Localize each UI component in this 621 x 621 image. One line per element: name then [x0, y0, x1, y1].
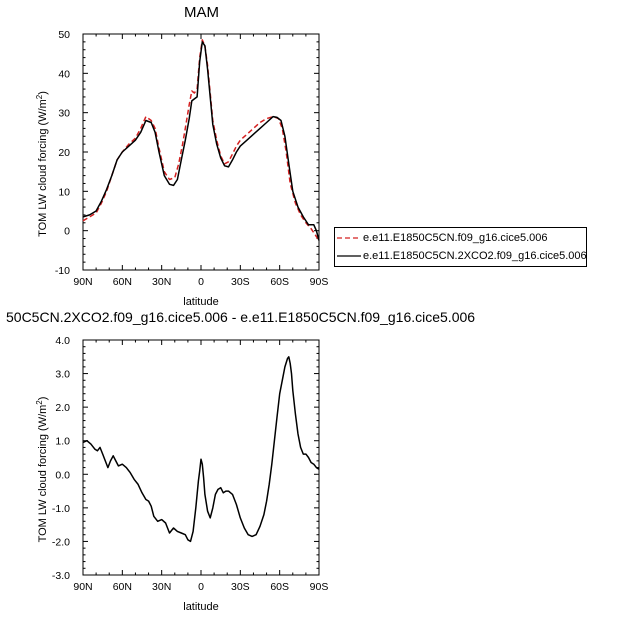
y-tick-label: 3.0: [55, 369, 70, 381]
y-tick-label: -10: [55, 265, 70, 277]
x-tick-label: 90S: [310, 581, 329, 593]
y-axis-label: TOM LW cloud forcing (W/m2): [35, 397, 49, 543]
x-tick-label: 60S: [270, 581, 289, 593]
x-tick-label: 0: [198, 276, 204, 288]
y-tick-label: 20: [58, 147, 70, 159]
legend-entry-2xco2: e.e11.E1850C5CN.2XCO2.f09_g16.cice5.006: [335, 248, 587, 264]
x-tick-label: 30N: [152, 276, 171, 288]
y-tick-label: 0: [64, 226, 70, 238]
x-tick-label: 90N: [73, 581, 92, 593]
legend: e.e11.E1850C5CN.f09_g16.cice5.006 e.e11.…: [334, 227, 587, 267]
y-tick-label: 2.0: [55, 402, 70, 414]
chart-title: MAM: [184, 4, 219, 21]
x-axis-label: latitude: [183, 296, 218, 308]
series-line-0-1: [82, 41, 320, 241]
x-tick-label: 90N: [73, 276, 92, 288]
y-tick-label: 0.0: [55, 469, 70, 481]
legend-label-control: e.e11.E1850C5CN.f09_g16.cice5.006: [363, 232, 548, 244]
series-line-1-0: [82, 356, 320, 543]
y-tick-label: -3.0: [52, 570, 70, 582]
x-tick-label: 30S: [231, 581, 250, 593]
x-tick-label: 60N: [113, 276, 132, 288]
y-axis-label: TOM LW cloud forcing (W/m2): [35, 91, 49, 237]
y-tick-label: 1.0: [55, 436, 70, 448]
y-tick-label: 10: [58, 186, 70, 198]
x-tick-label: 30N: [152, 581, 171, 593]
y-tick-label: -1.0: [52, 503, 70, 515]
plot-frame-0: [82, 33, 320, 271]
y-tick-label: 40: [58, 68, 70, 80]
x-axis-label: latitude: [183, 601, 218, 613]
y-tick-label: 30: [58, 108, 70, 120]
legend-entry-control: e.e11.E1850C5CN.f09_g16.cice5.006: [335, 230, 548, 246]
y-tick-label: 50: [58, 29, 70, 41]
y-tick-label: 4.0: [55, 335, 70, 347]
x-tick-label: 60S: [270, 276, 289, 288]
x-tick-label: 0: [198, 581, 204, 593]
difference-chart-title: 50C5CN.2XCO2.f09_g16.cice5.006 - e.e11.E…: [6, 309, 476, 325]
x-tick-label: 60N: [113, 581, 132, 593]
x-tick-label: 90S: [310, 276, 329, 288]
legend-label-2xco2: e.e11.E1850C5CN.2XCO2.f09_g16.cice5.006: [363, 250, 587, 262]
x-tick-label: 30S: [231, 276, 250, 288]
legend-solid-line-icon: [337, 255, 361, 257]
series-line-0-0: [82, 39, 320, 241]
y-tick-label: -2.0: [52, 536, 70, 548]
legend-dashed-line-icon: [337, 237, 361, 239]
